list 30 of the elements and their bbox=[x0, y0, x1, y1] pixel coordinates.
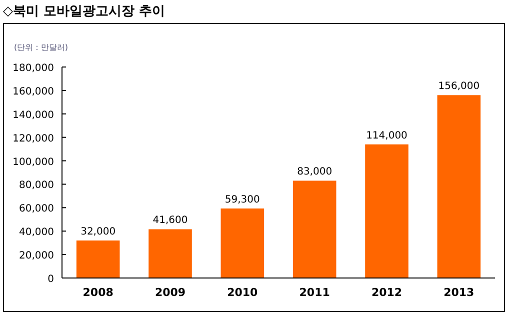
data-label: 32,000 bbox=[80, 226, 116, 238]
data-label: 114,000 bbox=[366, 130, 408, 142]
y-tick-label: 140,000 bbox=[12, 110, 54, 121]
y-tick-label: 40,000 bbox=[19, 227, 54, 238]
x-tick-label: 2012 bbox=[371, 286, 402, 299]
bar bbox=[292, 180, 336, 278]
x-tick-label: 2009 bbox=[154, 286, 186, 299]
x-tick-label: 2013 bbox=[444, 286, 474, 299]
data-label: 156,000 bbox=[438, 81, 480, 92]
x-tick-label: 2011 bbox=[299, 286, 330, 299]
chart-title: ◇북미 모바일광고시장 추이 bbox=[3, 4, 166, 19]
data-label: 41,600 bbox=[152, 215, 188, 226]
y-tick-label: 120,000 bbox=[12, 133, 54, 144]
x-tick-label: 2010 bbox=[227, 286, 258, 299]
y-tick-label: 80,000 bbox=[19, 180, 54, 192]
y-tick-label: 20,000 bbox=[19, 250, 54, 262]
y-tick-label: 160,000 bbox=[12, 86, 54, 98]
bar bbox=[220, 208, 264, 278]
bar bbox=[365, 144, 408, 278]
bar bbox=[76, 240, 120, 278]
y-tick-label: 0 bbox=[48, 274, 54, 285]
data-label: 83,000 bbox=[297, 166, 332, 178]
y-tick-label: 180,000 bbox=[12, 63, 54, 74]
bar bbox=[437, 95, 481, 278]
y-tick-label: 60,000 bbox=[19, 204, 54, 215]
bar bbox=[148, 229, 192, 278]
data-label: 59,300 bbox=[224, 194, 260, 206]
y-axis-title: (단위 : 만달러) bbox=[14, 43, 68, 52]
x-tick-label: 2008 bbox=[82, 286, 114, 299]
y-tick-label: 100,000 bbox=[12, 156, 54, 168]
